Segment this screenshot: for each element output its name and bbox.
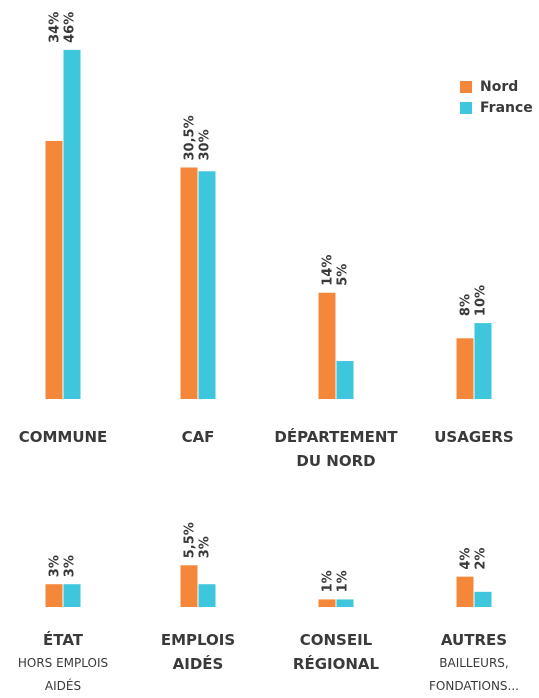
value-label: 1% xyxy=(321,570,336,592)
category-sublabel: HORS EMPLOIS AIDÉS xyxy=(17,656,109,693)
value-label: 30,5% xyxy=(183,115,198,160)
legend-swatch xyxy=(460,102,472,114)
category-label: COMMUNE xyxy=(18,428,108,446)
bar xyxy=(318,599,336,607)
category-label-group: EMPLOIS AIDÉS xyxy=(128,628,268,676)
bar xyxy=(456,576,474,607)
category-label-group: AUTRES BAILLEURS, FONDATIONS... xyxy=(404,628,539,698)
value-label: 3% xyxy=(63,555,78,577)
value-label: 5% xyxy=(336,264,351,286)
category-label: ÉTAT xyxy=(43,631,83,649)
value-label: 2% xyxy=(474,548,489,570)
category-label: CAF xyxy=(181,428,215,446)
value-label: 4% xyxy=(459,548,474,570)
category-label-group: CAF xyxy=(128,425,268,449)
bar xyxy=(180,167,198,399)
bar xyxy=(318,292,336,399)
bar xyxy=(336,361,354,399)
value-label: 34% xyxy=(48,12,63,43)
bar xyxy=(45,584,63,607)
value-label: 3% xyxy=(48,555,63,577)
category-label-group: CONSEIL RÉGIONAL xyxy=(266,628,406,676)
bar xyxy=(474,591,492,607)
bar xyxy=(336,599,354,607)
category-label-group: USAGERS xyxy=(404,425,539,449)
category-label-group: DÉPARTEMENT DU NORD xyxy=(266,425,406,473)
category-sublabel: BAILLEURS, FONDATIONS... xyxy=(429,656,519,693)
category-label: USAGERS xyxy=(434,428,514,446)
legend-swatch xyxy=(460,81,472,93)
bar xyxy=(198,584,216,607)
category-label: DÉPARTEMENT DU NORD xyxy=(274,428,398,470)
category-label: EMPLOIS AIDÉS xyxy=(160,631,236,673)
category-label-group: ÉTAT HORS EMPLOIS AIDÉS xyxy=(0,628,133,698)
value-label: 5,5% xyxy=(183,522,198,558)
value-label: 14% xyxy=(321,255,336,286)
category-label-group: COMMUNE xyxy=(0,425,133,449)
value-label: 1% xyxy=(336,570,351,592)
bar xyxy=(198,171,216,399)
category-label: AUTRES xyxy=(440,631,508,649)
category-label: CONSEIL RÉGIONAL xyxy=(292,631,380,673)
value-label: 30% xyxy=(198,129,213,160)
value-label: 8% xyxy=(459,294,474,316)
value-label: 46% xyxy=(63,12,78,43)
bar xyxy=(63,49,81,400)
legend-label: Nord xyxy=(480,79,518,95)
bar xyxy=(456,338,474,399)
value-label: 3% xyxy=(198,536,213,558)
value-label: 10% xyxy=(474,285,489,316)
bar xyxy=(180,565,198,607)
legend-label: France xyxy=(480,100,533,116)
bar xyxy=(474,323,492,399)
bar xyxy=(45,140,63,399)
bar xyxy=(63,584,81,607)
